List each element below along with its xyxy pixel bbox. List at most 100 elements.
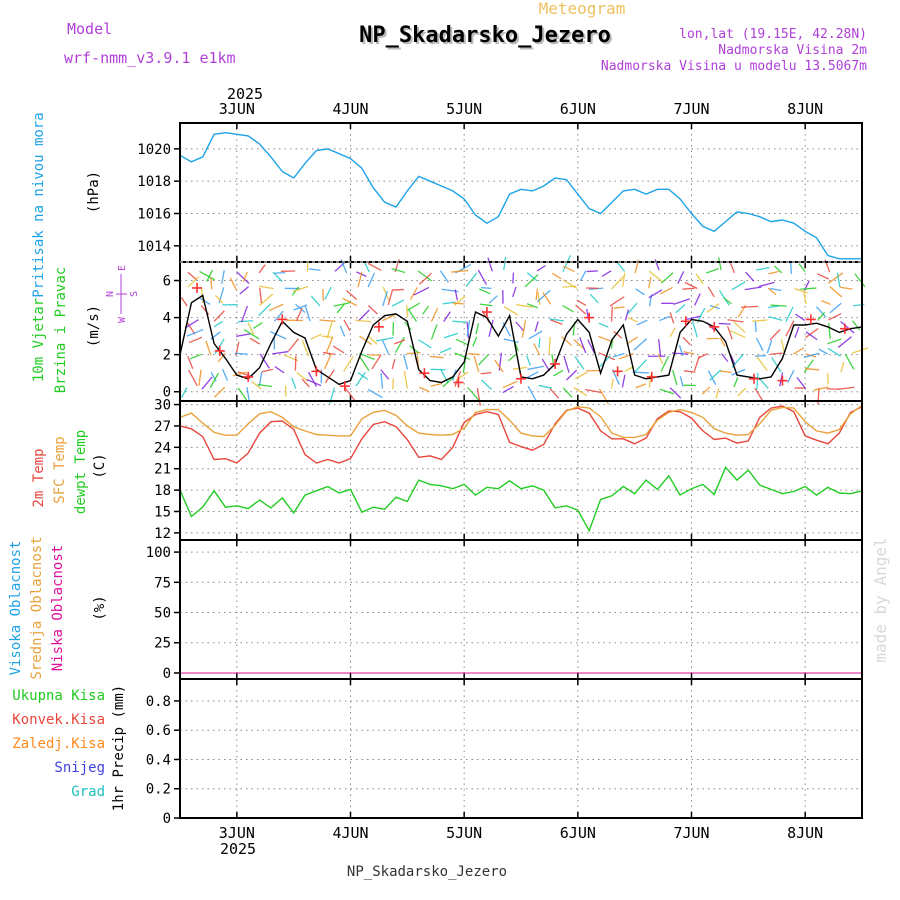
wind-barb bbox=[198, 369, 202, 386]
bottom-xtick-label: 3JUN bbox=[219, 824, 255, 842]
wind-barb bbox=[542, 292, 552, 305]
wind-barb bbox=[259, 353, 270, 369]
wind-barb bbox=[358, 335, 373, 346]
cloud-ylabel-unit: (%) bbox=[92, 595, 108, 620]
wind-barb bbox=[627, 317, 638, 323]
wind-barb bbox=[709, 369, 722, 381]
wind-barb bbox=[682, 336, 691, 346]
wind-barb bbox=[737, 387, 747, 397]
wind-barb bbox=[694, 293, 701, 306]
wind-barb bbox=[403, 354, 409, 370]
wind-barb bbox=[368, 336, 378, 345]
wind-barb bbox=[274, 271, 286, 274]
wind-barb bbox=[586, 270, 599, 273]
wind-barb bbox=[234, 352, 248, 355]
ytick-label: 1016 bbox=[137, 207, 171, 223]
wind-barb bbox=[755, 337, 764, 351]
top-xtick-label: 7JUN bbox=[673, 100, 709, 118]
wind-barb bbox=[502, 380, 518, 389]
wind-barb bbox=[429, 355, 444, 359]
wind-barb bbox=[673, 298, 690, 306]
wind-barb bbox=[344, 387, 357, 403]
series-line-sea-level-pressure bbox=[179, 131, 862, 260]
wind-barb bbox=[658, 339, 662, 357]
wind-barb bbox=[770, 352, 783, 355]
precip-legend: Ukupna Kisa Konvek.Kisa Zaledj.Kisa Snij… bbox=[12, 688, 105, 800]
wind-barb bbox=[526, 272, 538, 282]
wind-barb bbox=[477, 269, 488, 285]
wind-barb bbox=[683, 350, 695, 355]
wind-barb bbox=[319, 319, 336, 322]
precip-ylabel: 1hr Precip (mm) bbox=[111, 685, 127, 811]
wind-barb bbox=[610, 306, 613, 322]
pressure-panel: 1014 1016 1018 1020 bbox=[137, 122, 863, 263]
wind-barb bbox=[393, 339, 406, 345]
wind-barb bbox=[562, 255, 572, 272]
wind-barb bbox=[468, 352, 480, 356]
elevation-text: Nadmorska Visina 2m bbox=[718, 43, 867, 58]
bottom-xtick-label: 6JUN bbox=[560, 824, 596, 842]
wind-barb bbox=[188, 369, 198, 387]
wind-barb bbox=[443, 311, 451, 323]
wind-barb bbox=[237, 387, 248, 402]
wind-barb bbox=[238, 320, 254, 323]
wind-barb bbox=[852, 320, 861, 331]
wind-barb bbox=[406, 351, 421, 355]
wind-barb bbox=[837, 336, 852, 348]
wind-barb bbox=[677, 271, 685, 284]
wind-barb bbox=[562, 304, 574, 313]
wind-barb bbox=[771, 356, 782, 373]
wind-barb bbox=[684, 281, 698, 290]
ytick-label: 24 bbox=[154, 440, 171, 456]
wind-barb bbox=[621, 272, 626, 288]
top-year-label: 2025 bbox=[227, 85, 263, 103]
wind-barb bbox=[632, 371, 649, 374]
wind-barb bbox=[419, 386, 430, 393]
wind-barb bbox=[430, 324, 438, 340]
wind-barb bbox=[766, 339, 773, 354]
wind-barb bbox=[733, 377, 739, 388]
wind-barb bbox=[701, 386, 711, 395]
wind-barb bbox=[325, 336, 334, 354]
wind-barb bbox=[827, 347, 841, 357]
wind-barb bbox=[769, 329, 781, 341]
wind-barb bbox=[206, 269, 213, 282]
wind-barb bbox=[186, 328, 204, 337]
series-line-dewpt-temp bbox=[179, 466, 863, 533]
wind-barb bbox=[467, 387, 480, 401]
wind-barb bbox=[754, 354, 767, 357]
wind-barb bbox=[785, 306, 794, 322]
wind-barb bbox=[355, 372, 366, 387]
wind-barb bbox=[562, 387, 573, 398]
product-title: Meteogram bbox=[539, 0, 626, 18]
wind-barb bbox=[301, 378, 310, 388]
wind-barb bbox=[422, 305, 430, 315]
wind-barb bbox=[684, 315, 702, 321]
pressure-ylabel-unit: (hPa) bbox=[86, 171, 102, 213]
ytick-label: 50 bbox=[154, 606, 171, 622]
wind-barb bbox=[515, 321, 525, 332]
wind-barb bbox=[533, 343, 541, 356]
wind-barb bbox=[187, 276, 200, 288]
top-xtick-label: 5JUN bbox=[446, 100, 482, 118]
wind-barb bbox=[343, 319, 351, 332]
wind-barb bbox=[367, 262, 382, 272]
series-line-2m-temp bbox=[179, 405, 863, 464]
wind-barb bbox=[794, 326, 800, 338]
wind-barb bbox=[717, 257, 722, 271]
wind-barb bbox=[659, 388, 675, 395]
ytick-label: 15 bbox=[154, 504, 171, 520]
wind-barb bbox=[359, 356, 370, 371]
ytick-label: 4 bbox=[163, 311, 171, 327]
station-title: NP_Skadarsko_Jezero bbox=[359, 23, 611, 48]
bottom-xtick-label: 4JUN bbox=[332, 824, 368, 842]
wind-barb bbox=[259, 293, 274, 307]
wind-barb bbox=[296, 371, 309, 382]
wind-barb bbox=[382, 290, 388, 307]
wind-barb bbox=[541, 358, 551, 372]
wind-barb bbox=[598, 322, 609, 328]
wind-barb bbox=[258, 371, 263, 387]
temp-ylabel-dewpt: dewpt Temp bbox=[73, 430, 89, 514]
wind-barb bbox=[648, 289, 663, 299]
wind-barb bbox=[648, 270, 663, 283]
